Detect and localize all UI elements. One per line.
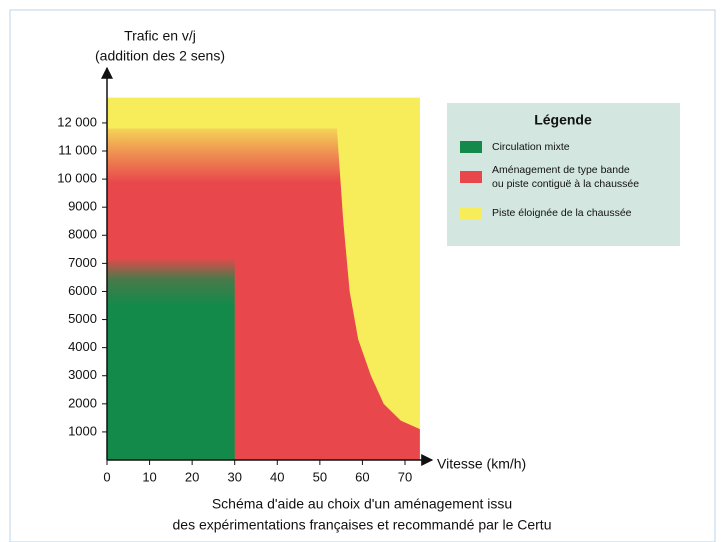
y-axis-label: (addition des 2 sens) bbox=[95, 48, 225, 64]
y-tick-label: 2000 bbox=[68, 395, 97, 410]
x-tick-label: 10 bbox=[142, 469, 156, 484]
legend-label: Aménagement de type bande ou piste contig… bbox=[492, 164, 639, 190]
y-tick-label: 11 000 bbox=[58, 142, 97, 157]
legend-label-line: Aménagement de type bande bbox=[492, 164, 630, 176]
y-tick-label: 9000 bbox=[68, 199, 97, 214]
y-tick-label: 1000 bbox=[68, 423, 97, 438]
legend-label: Piste éloignée de la chaussée bbox=[492, 207, 632, 219]
y-tick-label: 10 000 bbox=[57, 171, 97, 186]
legend-box bbox=[447, 103, 680, 246]
y-tick-label: 5000 bbox=[68, 311, 97, 326]
x-tick-label: 20 bbox=[185, 469, 199, 484]
x-axis-label: Vitesse (km/h) bbox=[437, 456, 526, 472]
legend-label: Circulation mixte bbox=[492, 141, 570, 153]
legend-swatch bbox=[460, 207, 482, 219]
x-tick-label: 30 bbox=[227, 469, 241, 484]
plot-area bbox=[107, 97, 420, 460]
y-axis-label: Trafic en v/j bbox=[124, 28, 196, 44]
x-tick-label: 70 bbox=[398, 469, 412, 484]
y-tick-label: 4000 bbox=[68, 339, 97, 354]
legend-title: Légende bbox=[534, 112, 592, 128]
region bbox=[107, 257, 235, 460]
caption: des expérimentations françaises et recom… bbox=[173, 517, 552, 533]
x-tick-label: 50 bbox=[313, 469, 327, 484]
x-tick-label: 0 bbox=[103, 469, 110, 484]
legend-label-line: ou piste contiguë à la chaussée bbox=[492, 178, 639, 190]
legend-swatch bbox=[460, 141, 482, 153]
y-tick-label: 8000 bbox=[68, 227, 97, 242]
caption: Schéma d'aide au choix d'un aménagement … bbox=[212, 496, 512, 512]
y-tick-label: 3000 bbox=[68, 367, 97, 382]
x-tick-label: 40 bbox=[270, 469, 284, 484]
x-tick-label: 60 bbox=[355, 469, 369, 484]
legend-swatch bbox=[460, 171, 482, 183]
y-tick-label: 12 000 bbox=[57, 114, 97, 129]
y-tick-label: 7000 bbox=[68, 255, 97, 270]
y-tick-label: 6000 bbox=[68, 283, 97, 298]
